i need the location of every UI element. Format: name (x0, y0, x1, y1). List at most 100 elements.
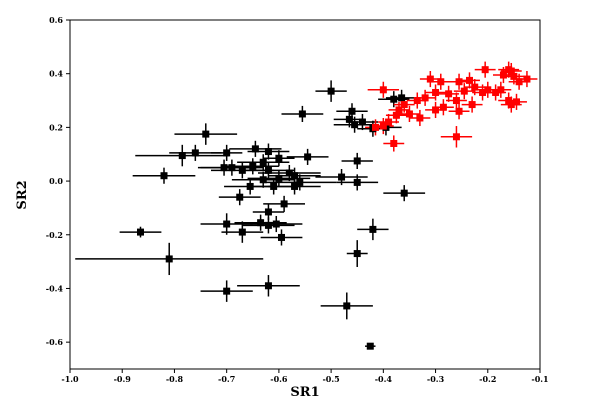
data-point (515, 78, 523, 86)
errorbars-layer (75, 61, 538, 349)
data-point (327, 87, 335, 95)
data-point (280, 200, 288, 208)
y-tick-label: -0.6 (46, 337, 64, 347)
data-point (505, 97, 513, 105)
data-point (278, 233, 285, 241)
data-point (272, 220, 280, 228)
data-point (523, 75, 531, 83)
x-tick-label: -0.1 (531, 374, 548, 384)
data-point (492, 88, 500, 96)
y-tick-label: 0.6 (49, 15, 63, 25)
x-tick-label: -0.8 (166, 374, 184, 384)
data-point (466, 76, 473, 84)
y-tick-label: 0.0 (49, 176, 63, 186)
data-point (452, 133, 460, 141)
data-point (513, 98, 520, 106)
y-tick-label: 0.4 (49, 69, 63, 79)
data-point (481, 66, 489, 74)
y-axis-title: SR2 (15, 180, 30, 209)
data-point (137, 228, 144, 236)
data-point (251, 145, 259, 153)
data-point (345, 115, 353, 123)
x-tick-label: -1.0 (61, 374, 79, 384)
data-point (275, 174, 283, 182)
data-point (291, 182, 299, 190)
data-point (353, 250, 361, 258)
data-point (223, 220, 231, 228)
plot-frame (69, 19, 541, 370)
data-point (223, 149, 231, 157)
data-point (249, 162, 257, 170)
data-point (264, 282, 272, 290)
x-tick-label: -0.9 (114, 374, 132, 384)
data-point (398, 94, 406, 102)
data-point (445, 90, 453, 98)
data-point (270, 182, 278, 190)
data-point (468, 101, 476, 109)
x-tick-label: -0.7 (218, 374, 235, 384)
y-axis-ticks: -0.6 -0.4 -0.2 0.0 0.2 0.4 0.6 (46, 15, 70, 347)
data-point (421, 94, 429, 102)
data-point (507, 67, 515, 75)
data-point (259, 176, 267, 184)
data-point (395, 106, 403, 114)
data-point (275, 154, 283, 162)
data-point (471, 83, 479, 91)
data-point (220, 164, 228, 172)
data-point (390, 95, 398, 103)
data-point (372, 123, 379, 131)
data-point (400, 189, 408, 197)
data-point (246, 182, 254, 190)
data-point (439, 103, 447, 111)
data-point (455, 78, 463, 86)
data-point (385, 118, 393, 126)
data-point (432, 106, 440, 114)
data-point (479, 88, 487, 96)
x-tick-label: -0.2 (479, 374, 496, 384)
x-tick-label: -0.3 (427, 374, 445, 384)
data-point (455, 107, 463, 115)
data-point (369, 225, 377, 233)
data-point (228, 164, 236, 172)
data-point (358, 118, 366, 126)
data-point (304, 153, 312, 161)
data-point (160, 172, 168, 180)
data-point (202, 130, 210, 138)
data-point (452, 97, 460, 105)
data-point (165, 255, 173, 263)
data-point (348, 107, 356, 115)
data-point (264, 148, 272, 156)
data-point (343, 302, 351, 310)
data-point (405, 110, 413, 118)
data-point (223, 287, 231, 295)
data-point (437, 78, 445, 86)
data-point (259, 158, 267, 166)
data-point (264, 166, 272, 174)
y-tick-label: -0.4 (46, 283, 64, 293)
data-point (432, 88, 440, 96)
data-point (257, 219, 265, 227)
x-axis-ticks: -1.0 -0.9 -0.8 -0.7 -0.6 -0.5 -0.4 -0.3 -0.2 -0.1 (61, 369, 549, 384)
data-point (291, 172, 299, 180)
x-axis-title: SR1 (290, 385, 319, 400)
data-point (392, 111, 400, 119)
data-point (507, 101, 515, 109)
data-point (191, 149, 199, 157)
data-point (460, 87, 468, 95)
data-point (353, 157, 361, 165)
data-point (353, 178, 361, 186)
data-point (416, 114, 424, 122)
data-point (366, 342, 374, 350)
data-point (499, 71, 507, 79)
data-point (296, 178, 304, 186)
data-point (238, 166, 246, 174)
data-point (400, 101, 408, 109)
x-tick-label: -0.5 (322, 374, 339, 384)
y-tick-label: 0.2 (49, 122, 63, 132)
data-point (426, 75, 434, 83)
data-point (264, 221, 272, 229)
data-point (390, 139, 398, 147)
data-point (236, 193, 244, 201)
data-point (379, 86, 387, 94)
